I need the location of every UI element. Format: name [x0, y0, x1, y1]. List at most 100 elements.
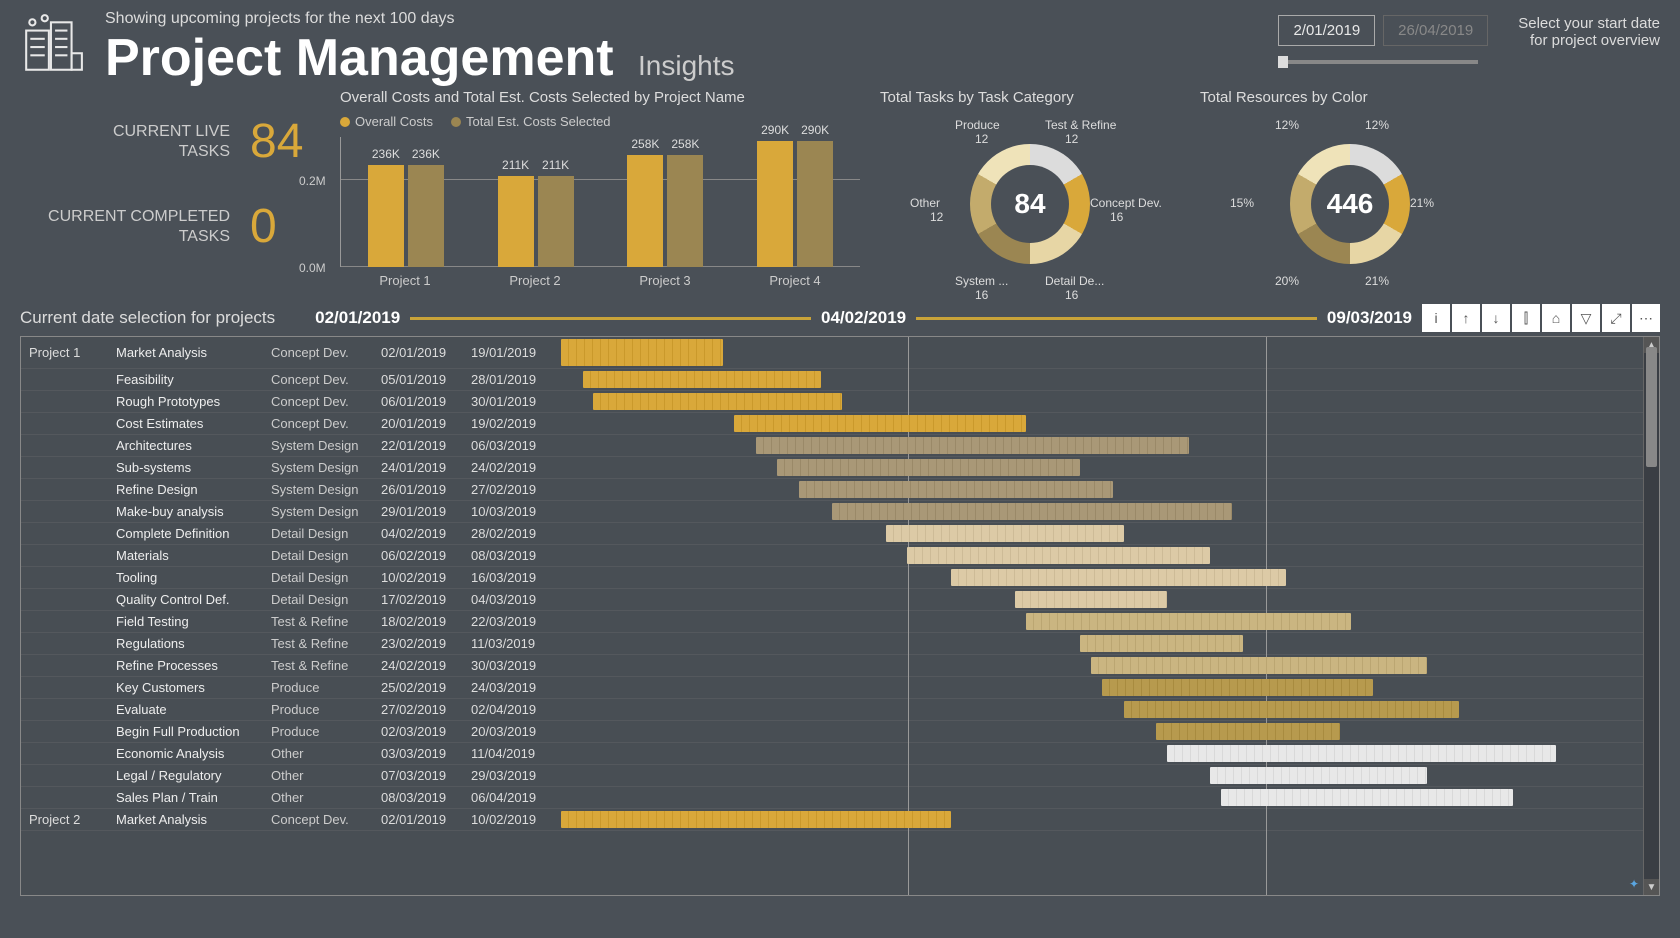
gantt-row[interactable]: Sales Plan / TrainOther08/03/201906/04/2… — [21, 787, 1643, 809]
gantt-bar[interactable] — [561, 811, 951, 828]
toolbar-button[interactable]: ↓ — [1482, 304, 1510, 332]
donut-tasks[interactable]: Total Tasks by Task Category 84Test & Re… — [880, 84, 1180, 294]
gantt-bar[interactable] — [1156, 723, 1340, 740]
gantt-end-date-cell: 20/03/2019 — [471, 724, 561, 739]
bar-overall[interactable]: 290K — [757, 141, 793, 267]
gantt-row[interactable]: Field TestingTest & Refine18/02/201922/0… — [21, 611, 1643, 633]
gantt-task-cell: Tooling — [116, 570, 271, 585]
bar-value-label: 236K — [372, 147, 400, 161]
toolbar-button[interactable]: ⤢ — [1602, 304, 1630, 332]
bar-overall[interactable]: 211K — [498, 176, 534, 267]
gantt-bar[interactable] — [1026, 613, 1351, 630]
gantt-row[interactable]: Key CustomersProduce25/02/201924/03/2019 — [21, 677, 1643, 699]
gantt-row[interactable]: ArchitecturesSystem Design22/01/201906/0… — [21, 435, 1643, 457]
gantt-bar[interactable] — [583, 371, 821, 388]
date-range-picker[interactable]: 2/01/2019 26/04/2019 — [1278, 15, 1488, 64]
gantt-bar[interactable] — [1210, 767, 1426, 784]
gantt-category-cell: Detail Design — [271, 526, 381, 541]
bar-overall[interactable]: 236K — [368, 165, 404, 267]
toolbar-button[interactable]: ⫿ — [1512, 304, 1540, 332]
gantt-end-date-cell: 06/04/2019 — [471, 790, 561, 805]
gantt-row[interactable]: Begin Full ProductionProduce02/03/201920… — [21, 721, 1643, 743]
gantt-chart[interactable]: Project 1Market AnalysisConcept Dev.02/0… — [20, 336, 1660, 896]
gantt-row[interactable]: FeasibilityConcept Dev.05/01/201928/01/2… — [21, 369, 1643, 391]
gantt-bar[interactable] — [734, 415, 1026, 432]
gantt-bar-area — [561, 787, 1643, 808]
gantt-project-cell: Project 1 — [21, 345, 116, 360]
kpi-block: CURRENT LIVE TASKS 84 CURRENT COMPLETED … — [20, 84, 320, 284]
ytick: 0.2M — [299, 174, 326, 188]
gantt-bar[interactable] — [886, 525, 1124, 542]
gantt-row[interactable]: Quality Control Def.Detail Design17/02/2… — [21, 589, 1643, 611]
donut-slice-label: 21% — [1410, 196, 1434, 210]
toolbar-button[interactable]: ⌂ — [1542, 304, 1570, 332]
gantt-bar-area — [561, 479, 1643, 500]
donut-slice-label: Produce — [955, 118, 1000, 132]
gantt-start-date-cell: 29/01/2019 — [381, 504, 471, 519]
gantt-category-cell: Concept Dev. — [271, 812, 381, 827]
donut-center-value: 446 — [1327, 188, 1374, 220]
gantt-bar[interactable] — [756, 437, 1189, 454]
date-slider[interactable] — [1278, 60, 1478, 64]
gantt-bar[interactable] — [1091, 657, 1426, 674]
bar-overall[interactable]: 258K — [627, 155, 663, 267]
gantt-row[interactable]: Economic AnalysisOther03/03/201911/04/20… — [21, 743, 1643, 765]
gantt-bar[interactable] — [1167, 745, 1557, 762]
gantt-bar[interactable] — [832, 503, 1232, 520]
gantt-bar[interactable] — [907, 547, 1210, 564]
gantt-row[interactable]: Project 1Market AnalysisConcept Dev.02/0… — [21, 337, 1643, 369]
bar-est[interactable]: 236K — [408, 165, 444, 267]
bar-chart[interactable]: Overall Costs and Total Est. Costs Selec… — [340, 84, 860, 288]
gantt-bar[interactable] — [777, 459, 1080, 476]
gantt-row[interactable]: MaterialsDetail Design06/02/201908/03/20… — [21, 545, 1643, 567]
gantt-row[interactable]: Cost EstimatesConcept Dev.20/01/201919/0… — [21, 413, 1643, 435]
gantt-start-date-cell: 05/01/2019 — [381, 372, 471, 387]
gantt-start-date-cell: 06/02/2019 — [381, 548, 471, 563]
bar-group: 290K290K — [740, 141, 850, 267]
gantt-row[interactable]: Complete DefinitionDetail Design04/02/20… — [21, 523, 1643, 545]
toolbar-button[interactable]: i — [1422, 304, 1450, 332]
toolbar-button[interactable]: ▽ — [1572, 304, 1600, 332]
scroll-thumb[interactable] — [1646, 347, 1657, 467]
gantt-row[interactable]: Make-buy analysisSystem Design29/01/2019… — [21, 501, 1643, 523]
gantt-bar[interactable] — [799, 481, 1113, 498]
gantt-start-date-cell: 22/01/2019 — [381, 438, 471, 453]
donut-resources[interactable]: Total Resources by Color 44612%21%21%20%… — [1200, 84, 1500, 294]
gantt-row[interactable]: Refine DesignSystem Design26/01/201927/0… — [21, 479, 1643, 501]
gantt-row[interactable]: Legal / RegulatoryOther07/03/201929/03/2… — [21, 765, 1643, 787]
bar-est[interactable]: 258K — [667, 155, 703, 267]
gantt-category-cell: Detail Design — [271, 548, 381, 563]
gantt-bar-area — [561, 501, 1643, 522]
gantt-bar[interactable] — [1080, 635, 1242, 652]
gantt-end-date-cell: 24/02/2019 — [471, 460, 561, 475]
gantt-row[interactable]: ToolingDetail Design10/02/201916/03/2019 — [21, 567, 1643, 589]
gantt-bar[interactable] — [1102, 679, 1373, 696]
gantt-row[interactable]: Project 2Market AnalysisConcept Dev.02/0… — [21, 809, 1643, 831]
gantt-row[interactable]: EvaluateProduce27/02/201902/04/2019 — [21, 699, 1643, 721]
toolbar-button[interactable]: ⋯ — [1632, 304, 1660, 332]
gantt-bar[interactable] — [561, 339, 723, 366]
gantt-bar[interactable] — [1221, 789, 1513, 806]
bar-value-label: 290K — [761, 123, 789, 137]
start-date-box[interactable]: 2/01/2019 — [1278, 15, 1375, 46]
gantt-category-cell: System Design — [271, 504, 381, 519]
gantt-row[interactable]: Rough PrototypesConcept Dev.06/01/201930… — [21, 391, 1643, 413]
scroll-down-icon[interactable]: ▼ — [1644, 879, 1659, 895]
gantt-scrollbar[interactable]: ▲ ▼ — [1643, 337, 1659, 895]
gantt-row[interactable]: Sub-systemsSystem Design24/01/201924/02/… — [21, 457, 1643, 479]
gantt-bar[interactable] — [593, 393, 842, 410]
gantt-start-date-cell: 23/02/2019 — [381, 636, 471, 651]
gantt-bar[interactable] — [1015, 591, 1166, 608]
gantt-bar-area — [561, 743, 1643, 764]
bar-est[interactable]: 211K — [538, 176, 574, 267]
bar-est[interactable]: 290K — [797, 141, 833, 267]
gantt-row[interactable]: Refine ProcessesTest & Refine24/02/20193… — [21, 655, 1643, 677]
gantt-bar[interactable] — [951, 569, 1286, 586]
gantt-row[interactable]: RegulationsTest & Refine23/02/201911/03/… — [21, 633, 1643, 655]
toolbar-button[interactable]: ↑ — [1452, 304, 1480, 332]
gantt-bar[interactable] — [1124, 701, 1459, 718]
gantt-category-cell: Concept Dev. — [271, 416, 381, 431]
gantt-end-date-cell: 10/02/2019 — [471, 812, 561, 827]
gantt-bar-area — [561, 721, 1643, 742]
end-date-box[interactable]: 26/04/2019 — [1383, 15, 1488, 46]
